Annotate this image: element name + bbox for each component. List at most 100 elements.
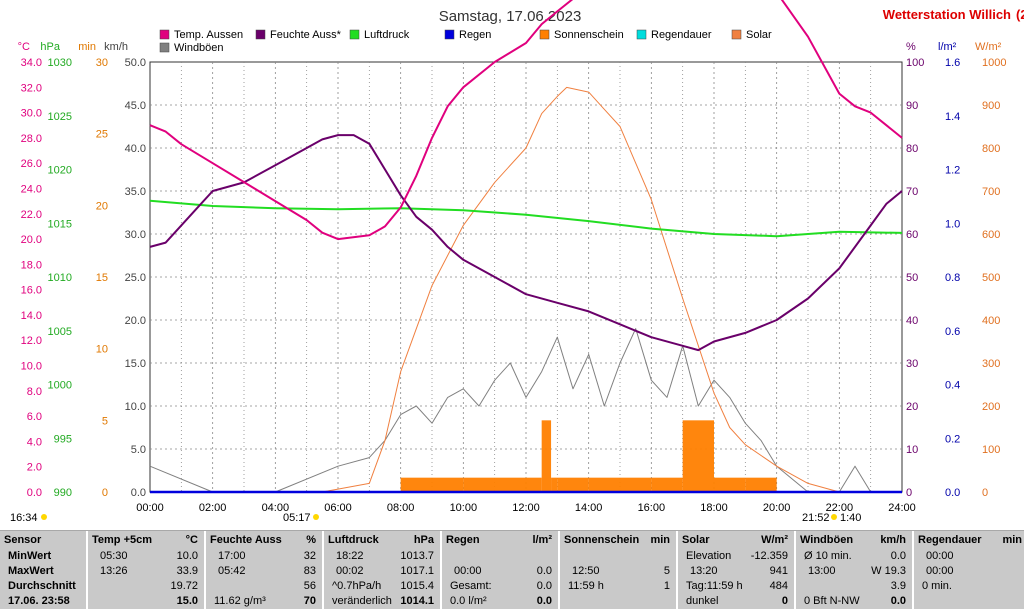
humidity-unit: % (306, 534, 316, 546)
legend-swatch (160, 30, 169, 39)
hum-abs: 11.62 g/m³ (214, 595, 266, 607)
tick-label-temp: 8.0 (27, 386, 42, 398)
sunshine-bar (463, 478, 526, 492)
tick-label-humidity: 10 (906, 444, 918, 456)
tick-label-humidity: 50 (906, 272, 918, 284)
tick-label-rain: 1.2 (945, 165, 960, 177)
sunset-icon (831, 514, 837, 520)
sun-header: Sonnenschein (564, 534, 639, 546)
tick-label-wind: 40.0 (125, 143, 146, 155)
wind-avg: 3.9 (891, 580, 906, 592)
axis-unit-pressure: hPa (40, 41, 60, 53)
tick-label-time: 24:00 (888, 502, 916, 514)
sun-icon-left (41, 514, 47, 520)
tick-label-temp: 10.0 (21, 361, 42, 373)
legend-label: Temp. Aussen (174, 29, 243, 41)
tick-label-solar: 0 (982, 487, 988, 499)
legend-label: Regendauer (651, 29, 712, 41)
tick-label-humidity: 100 (906, 57, 924, 69)
col-sensor: Sensor MinWert MaxWert Durchschnitt 17.0… (0, 531, 88, 609)
raindur-min: 00:00 (926, 550, 954, 562)
legend-swatch (160, 43, 169, 52)
tick-label-minutes: 15 (96, 272, 108, 284)
tick-label-solar: 600 (982, 229, 1000, 241)
tick-label-time: 12:00 (512, 502, 540, 514)
tick-label-minutes: 25 (96, 129, 108, 141)
sunrise-label: 05:17 (283, 512, 311, 524)
tick-label-minutes: 0 (102, 487, 108, 499)
sunset-label: 21:52 (802, 512, 830, 524)
tick-label-humidity: 70 (906, 186, 918, 198)
tick-label-time: 20:00 (763, 502, 791, 514)
rain-current: 0.0 (537, 595, 552, 607)
raindur-unit: min (1002, 534, 1022, 546)
sunshine-bar (745, 478, 776, 492)
legend-label: Sonnenschein (554, 29, 624, 41)
raindur-total: 0 min. (922, 580, 952, 592)
tick-label-wind: 5.0 (131, 444, 146, 456)
tick-label-rain: 1.6 (945, 57, 960, 69)
rain-unit: l/m² (532, 534, 552, 546)
solar-header: Solar (682, 534, 710, 546)
station-suffix: (2 (1016, 7, 1024, 22)
tick-label-rain: 0.6 (945, 326, 960, 338)
tick-label-pressure: 1030 (48, 57, 72, 69)
legend-swatch (256, 30, 265, 39)
tick-label-temp: 0.0 (27, 487, 42, 499)
tick-label-humidity: 90 (906, 100, 918, 112)
tick-label-temp: 16.0 (21, 285, 42, 297)
sun-avg: 1 (664, 580, 670, 592)
wind-header: Windböen (800, 534, 853, 546)
wind-avg10: 0.0 (891, 550, 906, 562)
temp-header: Temp +5cm (92, 534, 152, 546)
col-temp: Temp +5cm °C 05:30 10.0 13:26 33.9 19.72… (88, 531, 206, 609)
row-label: MaxWert (8, 565, 54, 577)
tick-label-minutes: 5 (102, 415, 108, 427)
tick-label-wind: 50.0 (125, 57, 146, 69)
solar-unit: W/m² (761, 534, 788, 546)
col-sun: Sonnenschein min 12:50 5 11:59 h 1 (560, 531, 678, 609)
tick-label-solar: 900 (982, 100, 1000, 112)
summary-table: Sensor MinWert MaxWert Durchschnitt 17.0… (0, 530, 1024, 609)
tick-label-temp: 32.0 (21, 82, 42, 94)
col-raindur: Regendauer min 00:00 00:00 0 min. (914, 531, 1024, 609)
tick-label-humidity: 60 (906, 229, 918, 241)
tick-label-wind: 25.0 (125, 272, 146, 284)
station-name: Wetterstation Willich (883, 7, 1011, 22)
row-label: MinWert (8, 550, 51, 562)
row-label: Durchschnitt (8, 580, 76, 592)
temp-current: 15.0 (177, 595, 198, 607)
tick-label-temp: 20.0 (21, 234, 42, 246)
sunshine-bar (651, 478, 682, 492)
axis-unit-humidity: % (906, 41, 916, 53)
sensor-header: Sensor (4, 534, 41, 546)
wind-max-time: 13:00 (808, 565, 836, 577)
tick-label-wind: 15.0 (125, 358, 146, 370)
legend-swatch (732, 30, 741, 39)
tick-label-solar: 500 (982, 272, 1000, 284)
legend-label: Windböen (174, 42, 224, 54)
wind-avg-label: Ø 10 min. (804, 550, 852, 562)
tick-label-temp: 24.0 (21, 183, 42, 195)
sun-max: 5 (664, 565, 670, 577)
tick-label-rain: 1.4 (945, 111, 960, 123)
solar-max: 941 (770, 565, 788, 577)
tick-label-temp: 30.0 (21, 108, 42, 120)
tick-label-temp: 12.0 (21, 335, 42, 347)
axis-unit-rain: l/m² (938, 41, 957, 53)
tick-label-solar: 400 (982, 315, 1000, 327)
legend-swatch (540, 30, 549, 39)
row-label: 17.06. 23:58 (8, 595, 70, 607)
tick-label-solar: 100 (982, 444, 1000, 456)
axis-unit-wind: km/h (104, 41, 128, 53)
temp-avg: 19.72 (170, 580, 198, 592)
tick-label-pressure: 990 (54, 487, 72, 499)
tick-label-humidity: 80 (906, 143, 918, 155)
tick-label-time: 08:00 (387, 502, 415, 514)
wind-max: W 19.3 (871, 565, 906, 577)
temp-max: 33.9 (177, 565, 198, 577)
press-min: 1013.7 (400, 550, 434, 562)
axis-unit-solar: W/m² (975, 41, 1002, 53)
wind-current: 0.0 (891, 595, 906, 607)
tick-label-humidity: 40 (906, 315, 918, 327)
